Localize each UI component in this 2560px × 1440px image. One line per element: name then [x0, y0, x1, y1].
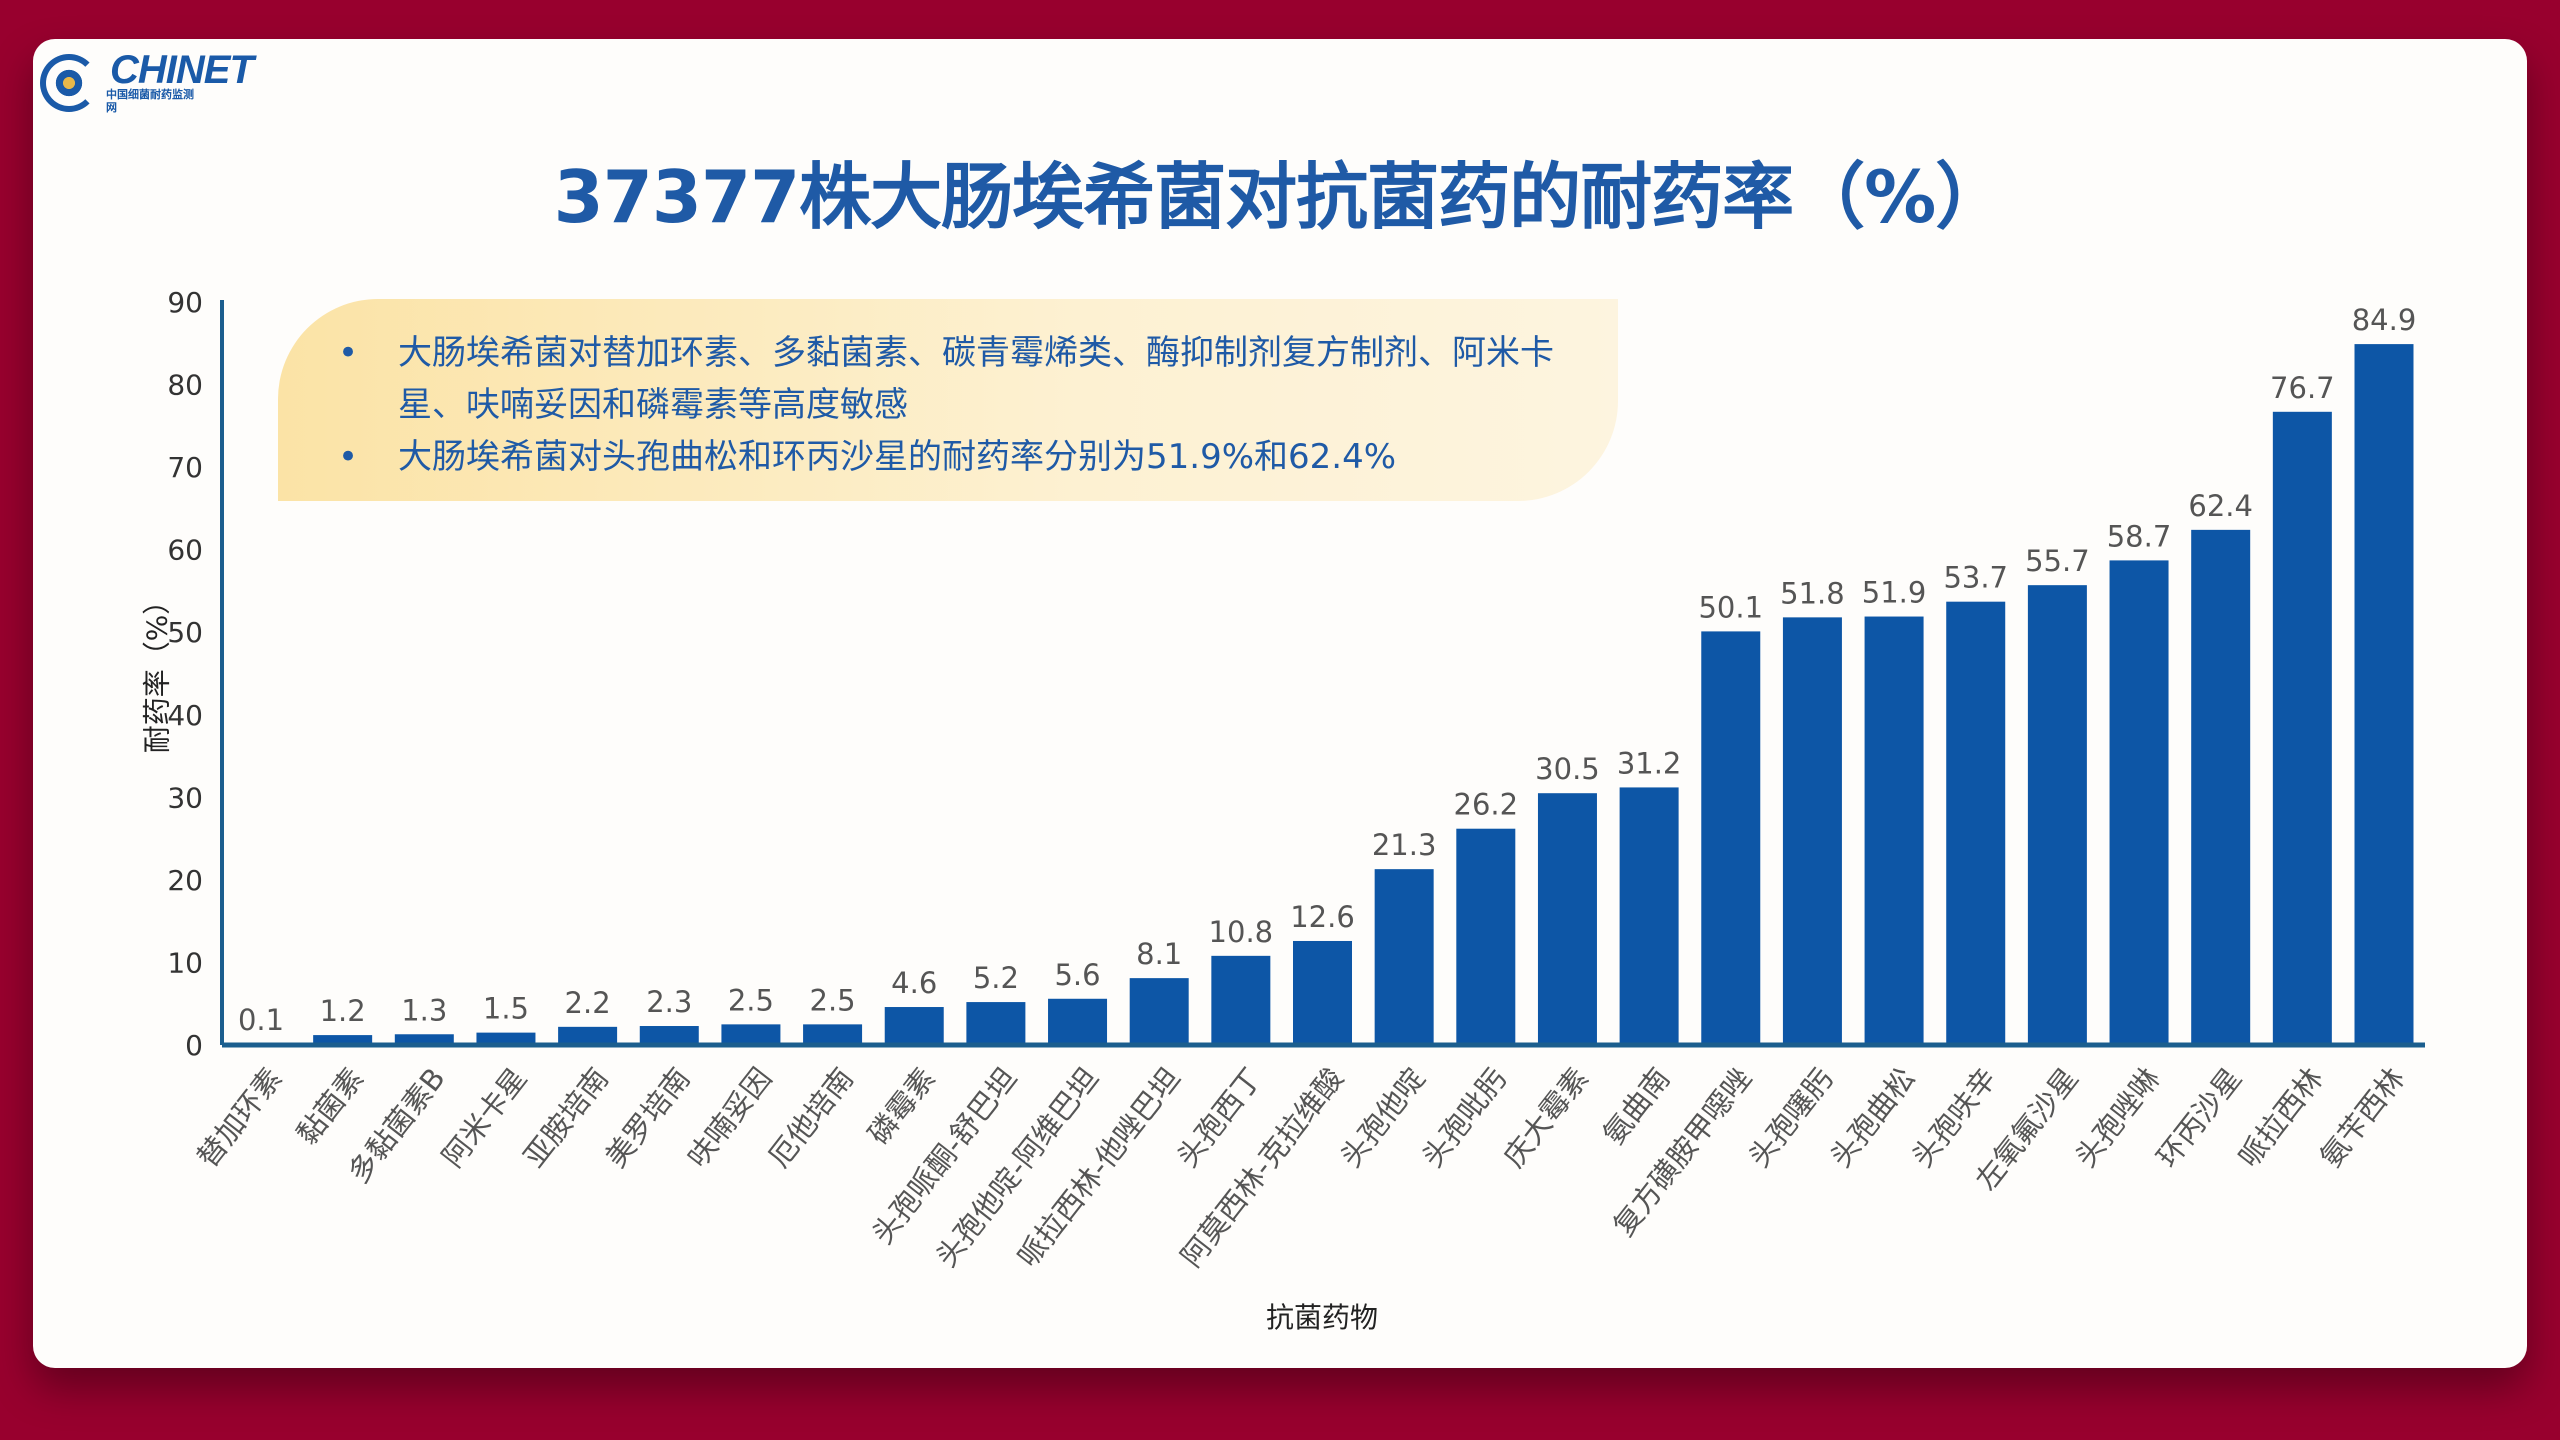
data-label: 50.1: [1698, 590, 1763, 624]
x-axis-label: 抗菌药物: [1265, 1301, 1378, 1334]
data-label: 2.5: [810, 983, 856, 1017]
data-label: 10.8: [1209, 915, 1274, 949]
bar: [1293, 940, 1352, 1045]
bar: [2272, 411, 2332, 1045]
bullet-icon: •: [338, 333, 359, 373]
bar: [394, 1034, 454, 1045]
bar: [1701, 631, 1761, 1045]
bar: [1946, 601, 2006, 1045]
data-label: 76.7: [2270, 371, 2335, 405]
x-tick-label: 环丙沙星: [2150, 1061, 2248, 1173]
data-label: 51.8: [1780, 576, 1845, 610]
bar: [313, 1035, 373, 1045]
bar: [966, 1002, 1026, 1045]
bar: [1374, 869, 1434, 1045]
y-axis-label: 耐药率（%）: [140, 586, 174, 754]
data-label: 55.7: [2025, 544, 2090, 578]
data-label: 1.5: [483, 992, 529, 1026]
x-tick-label: 哌拉西林: [2232, 1061, 2330, 1173]
data-label: 51.9: [1862, 576, 1927, 610]
x-tick-label: 头孢唑啉: [2068, 1061, 2166, 1173]
data-label: 1.2: [320, 994, 366, 1028]
callout-box: • 大肠埃希菌对替加环素、多黏菌素、碳青霉烯类、酶抑制剂复方制剂、阿米卡星、呋喃妥…: [278, 299, 1618, 501]
bar: [2354, 344, 2414, 1045]
bar: [558, 1026, 618, 1045]
x-tick-label: 头孢他啶: [1333, 1061, 1431, 1173]
x-tick-label: 头孢哌酮-舒巴坦: [865, 1061, 1023, 1250]
logo-subtitle: 中国细菌耐药监测网: [106, 88, 194, 114]
data-label: 5.2: [973, 961, 1019, 995]
x-tick-label: 头孢噻肟: [1742, 1061, 1840, 1173]
y-tick-label: 50: [167, 616, 203, 649]
chinet-logo: CHINET 中国细菌耐药监测网: [40, 48, 254, 118]
bar: [639, 1026, 699, 1045]
y-tick-label: 40: [167, 699, 203, 732]
data-label: 2.3: [646, 985, 692, 1019]
bar: [1456, 828, 1516, 1045]
y-tick-label: 0: [185, 1029, 203, 1062]
data-label: 12.6: [1290, 900, 1355, 934]
logo-text: CHINET: [110, 48, 254, 92]
chart-title: 37377株大肠埃希菌对抗菌药的耐药率（%）: [553, 155, 2008, 239]
data-label: 58.7: [2107, 519, 2172, 553]
logo-mark-icon: [40, 54, 98, 112]
data-label: 84.9: [2352, 303, 2417, 337]
y-tick-label: 10: [167, 946, 203, 979]
x-tick-label: 氨曲南: [1596, 1061, 1676, 1151]
bar: [2027, 585, 2087, 1045]
bar: [1864, 616, 1924, 1045]
bar: [1537, 793, 1597, 1045]
data-label: 26.2: [1454, 788, 1519, 822]
data-label: 0.1: [238, 1003, 284, 1037]
data-label: 4.6: [891, 966, 937, 1000]
bullet-icon: •: [338, 437, 359, 477]
bar: [1129, 978, 1189, 1045]
callout-item: • 大肠埃希菌对头孢曲松和环丙沙星的耐药率分别为51.9%和62.4%: [338, 431, 1578, 483]
bar: [2109, 560, 2169, 1045]
bar: [1048, 998, 1108, 1045]
x-tick-label: 磷霉素: [861, 1061, 941, 1151]
x-tick-label: 庆大霉素: [1497, 1061, 1595, 1173]
y-tick-label: 20: [167, 864, 203, 897]
data-label: 30.5: [1535, 752, 1600, 786]
y-tick-label: 60: [167, 534, 203, 567]
bar: [721, 1024, 781, 1045]
data-label: 21.3: [1372, 828, 1437, 862]
bar: [1619, 787, 1679, 1045]
y-tick-label: 80: [167, 369, 203, 402]
data-label: 62.4: [2188, 489, 2253, 523]
bar: [1211, 955, 1271, 1045]
y-tick-label: 90: [167, 286, 203, 319]
x-tick-label: 替加环素: [190, 1061, 288, 1173]
x-tick-label: 头孢曲松: [1823, 1061, 1921, 1173]
data-label: 5.6: [1054, 958, 1100, 992]
x-tick-label: 氨苄西林: [2313, 1061, 2411, 1173]
data-label: 31.2: [1617, 746, 1682, 780]
y-tick-label: 70: [167, 451, 203, 484]
y-tick-label: 30: [167, 781, 203, 814]
callout-item: • 大肠埃希菌对替加环素、多黏菌素、碳青霉烯类、酶抑制剂复方制剂、阿米卡星、呋喃妥…: [338, 327, 1578, 431]
bar: [2191, 529, 2251, 1045]
x-tick-label: 亚胺培南: [517, 1061, 615, 1173]
bar: [803, 1024, 863, 1045]
x-tick-label: 呋喃妥因: [680, 1061, 778, 1173]
bar: [476, 1032, 536, 1045]
x-tick-label: 头孢吡肟: [1415, 1061, 1513, 1173]
data-label: 2.5: [728, 983, 774, 1017]
x-tick-label: 美罗培南: [599, 1061, 697, 1173]
data-label: 2.2: [565, 986, 611, 1020]
data-label: 1.3: [401, 993, 447, 1027]
callout-text: 大肠埃希菌对头孢曲松和环丙沙星的耐药率分别为51.9%和62.4%: [398, 437, 1397, 477]
data-label: 53.7: [1943, 561, 2008, 595]
bar: [1782, 617, 1842, 1045]
x-tick-label: 厄他培南: [762, 1061, 860, 1173]
x-tick-label: 阿米卡星: [435, 1061, 533, 1173]
data-label: 8.1: [1136, 937, 1182, 971]
bar: [884, 1007, 944, 1045]
x-tick-label: 黏菌素: [290, 1061, 370, 1151]
callout-text: 大肠埃希菌对替加环素、多黏菌素、碳青霉烯类、酶抑制剂复方制剂、阿米卡星、呋喃妥因…: [398, 333, 1554, 425]
